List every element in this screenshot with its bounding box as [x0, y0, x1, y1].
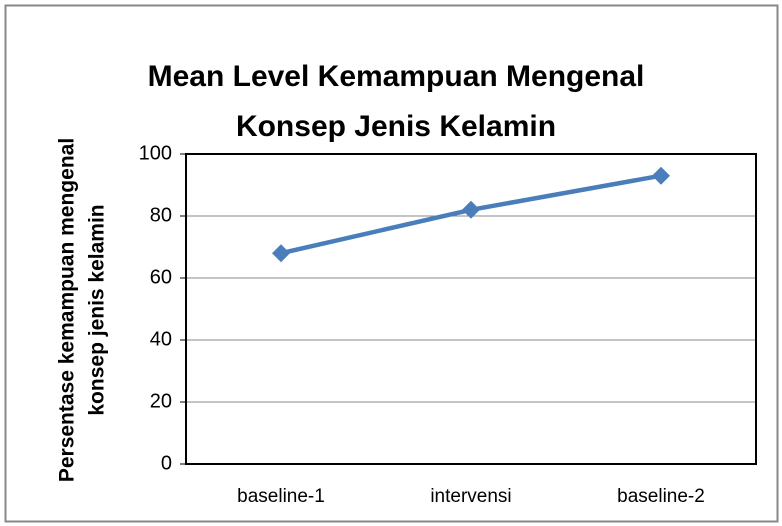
y-axis-label: konsep jenis kelamin — [86, 204, 109, 415]
y-tick-label: 80 — [150, 204, 172, 226]
plot-area-border — [185, 153, 757, 465]
x-tick-label: baseline-2 — [617, 486, 705, 507]
data-point — [272, 244, 290, 263]
data-point — [652, 166, 670, 185]
y-tick-label: 40 — [150, 328, 172, 350]
y-tick-label: 0 — [161, 452, 172, 474]
x-tick-label: baseline-1 — [237, 486, 325, 507]
y-tick-label: 20 — [150, 390, 172, 412]
y-tick-label: 100 — [139, 142, 172, 164]
chart-title: Mean Level Kemampuan Mengenal — [148, 60, 645, 93]
y-axis-label: Persentase kemampuan mengenal — [56, 138, 79, 482]
data-point — [462, 200, 480, 219]
chart-border — [4, 4, 779, 523]
x-tick-label: intervensi — [430, 486, 511, 507]
chart-title: Konsep Jenis Kelamin — [236, 110, 556, 143]
y-tick-label: 60 — [150, 266, 172, 288]
